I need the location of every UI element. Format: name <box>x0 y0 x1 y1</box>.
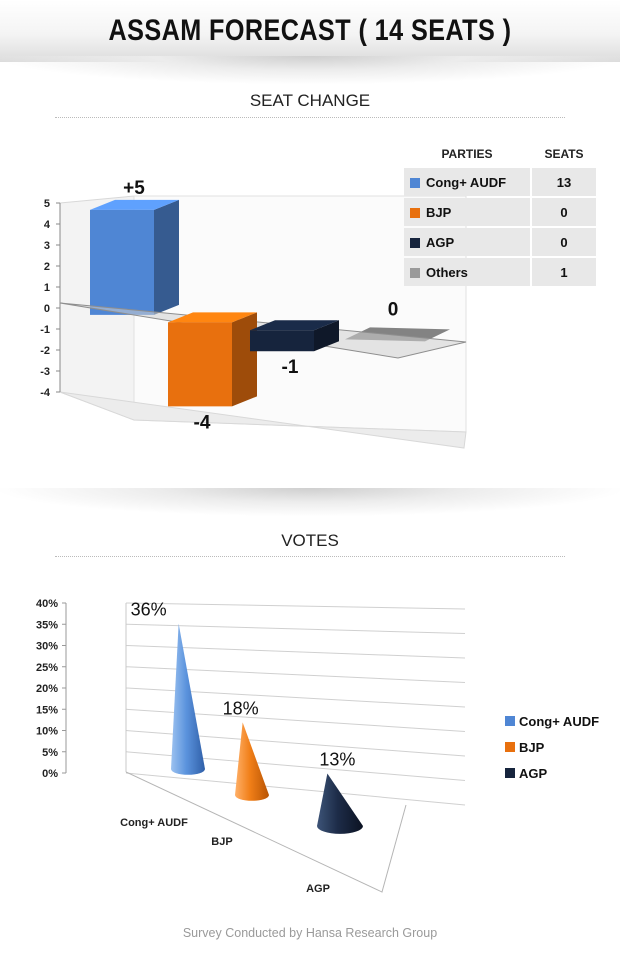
party-name: AGP <box>426 234 455 250</box>
votes-y-tick-label: 10% <box>36 726 58 738</box>
votes-x-label: AGP <box>306 883 330 895</box>
section-shadow <box>0 488 620 516</box>
page-title: ASSAM FORECAST ( 14 SEATS ) <box>108 14 512 47</box>
seat-y-tick-label: 5 <box>44 198 50 210</box>
seat-bar-side <box>232 312 257 407</box>
col-parties: PARTIES <box>441 147 493 161</box>
votes-y-tick-label: 40% <box>36 598 58 610</box>
votes-y-tick-label: 5% <box>42 747 58 759</box>
votes-y-tick-label: 20% <box>36 683 58 695</box>
seat-bar-agp <box>250 330 314 352</box>
legend-label: AGP <box>519 766 548 781</box>
votes-y-tick-label: 30% <box>36 641 58 653</box>
votes-data-label: 13% <box>319 750 355 770</box>
seat-change-chart: 5 4 3 2 1 0 -1 -2 -3 -4 +5 -4 -1 0 <box>40 178 467 449</box>
seat-bar-side <box>314 320 339 352</box>
seat-data-label: -1 <box>282 357 299 378</box>
seat-bar-top <box>90 199 179 210</box>
seat-y-tick-label: 1 <box>44 282 50 294</box>
party-cell: Cong+ AUDF <box>404 168 530 196</box>
votes-title: VOTES <box>281 531 339 550</box>
votes-chart: 40% 35% 30% 25% 20% 15% 10% 5% 0% 36% 18% 13% Cong… <box>36 598 599 895</box>
seat-bar-top <box>168 312 257 323</box>
seats-table: PARTIES SEATS Cong+ AUDF 13 BJP 0 AGP 0 … <box>402 140 598 288</box>
table-row: BJP 0 <box>404 198 596 226</box>
legend-swatch-icon <box>505 742 515 752</box>
votes-cone-bjp <box>235 722 269 801</box>
votes-gridline <box>125 623 466 634</box>
party-cell: Others <box>404 258 530 286</box>
votes-y-tick-label: 35% <box>36 619 58 631</box>
party-name: BJP <box>426 204 452 220</box>
party-cell: AGP <box>404 228 530 256</box>
title-shadow <box>0 56 620 84</box>
swatch-icon <box>410 237 420 248</box>
seat-y-tick-label: 4 <box>44 219 51 231</box>
table-row: Cong+ AUDF 13 <box>404 168 596 196</box>
seat-divider <box>55 117 565 118</box>
seat-bar-side <box>154 199 179 315</box>
seat-bar-bjp <box>168 322 232 407</box>
seat-y-tick-label: 2 <box>44 261 50 273</box>
votes-data-label: 18% <box>223 698 259 718</box>
seat-bar-cong-audf <box>90 209 154 315</box>
seat-y-tick-label: -3 <box>40 366 50 378</box>
votes-y-tick-label: 0% <box>42 768 58 780</box>
table-row: Others 1 <box>404 258 596 286</box>
legend-label: Cong+ AUDF <box>519 714 599 729</box>
votes-x-label: Cong+ AUDF <box>120 817 188 829</box>
votes-y-tick-label: 25% <box>36 662 58 674</box>
seat-cell: 0 <box>532 198 596 226</box>
seat-data-label: 0 <box>388 299 399 320</box>
seat-floor <box>59 391 467 449</box>
legend-swatch-icon <box>505 716 515 726</box>
seat-cell: 13 <box>532 168 596 196</box>
votes-gridline <box>125 772 466 806</box>
footer-credit: Survey Conducted by Hansa Research Group <box>182 926 438 940</box>
votes-x-label: BJP <box>211 836 232 848</box>
seat-data-label: -4 <box>194 412 211 433</box>
swatch-icon <box>410 267 420 278</box>
swatch-icon <box>410 177 420 188</box>
seat-bar-top <box>250 320 339 331</box>
votes-cone-cong-audf <box>171 623 205 775</box>
seat-y-tick-label: -1 <box>40 324 50 336</box>
votes-divider <box>55 556 565 557</box>
votes-y-tick-label: 15% <box>36 704 58 716</box>
votes-floor-outline <box>125 771 407 893</box>
seat-y-tick-label: -4 <box>40 387 51 399</box>
party-name: Cong+ AUDF <box>426 174 507 190</box>
seat-y-tick-label: 3 <box>44 240 50 252</box>
votes-data-label: 36% <box>131 600 167 620</box>
swatch-icon <box>410 207 420 218</box>
seat-data-label: +5 <box>123 178 145 199</box>
legend-swatch-icon <box>505 768 515 778</box>
party-cell: BJP <box>404 198 530 226</box>
title-bar: ASSAM FORECAST ( 14 SEATS ) <box>0 0 620 62</box>
votes-cone-agp <box>317 773 363 834</box>
seat-y-tick-label: 0 <box>44 303 50 315</box>
table-row: AGP 0 <box>404 228 596 256</box>
seat-change-title: SEAT CHANGE <box>249 91 371 110</box>
legend-label: BJP <box>519 740 545 755</box>
col-seats: SEATS <box>544 147 584 161</box>
seats-table-header: PARTIES SEATS <box>404 142 596 166</box>
votes-gridline <box>125 645 466 659</box>
seat-y-tick-label: -2 <box>40 345 50 357</box>
votes-gridline <box>125 602 466 610</box>
party-name: Others <box>426 264 468 280</box>
seat-cell: 1 <box>532 258 596 286</box>
seat-cell: 0 <box>532 228 596 256</box>
